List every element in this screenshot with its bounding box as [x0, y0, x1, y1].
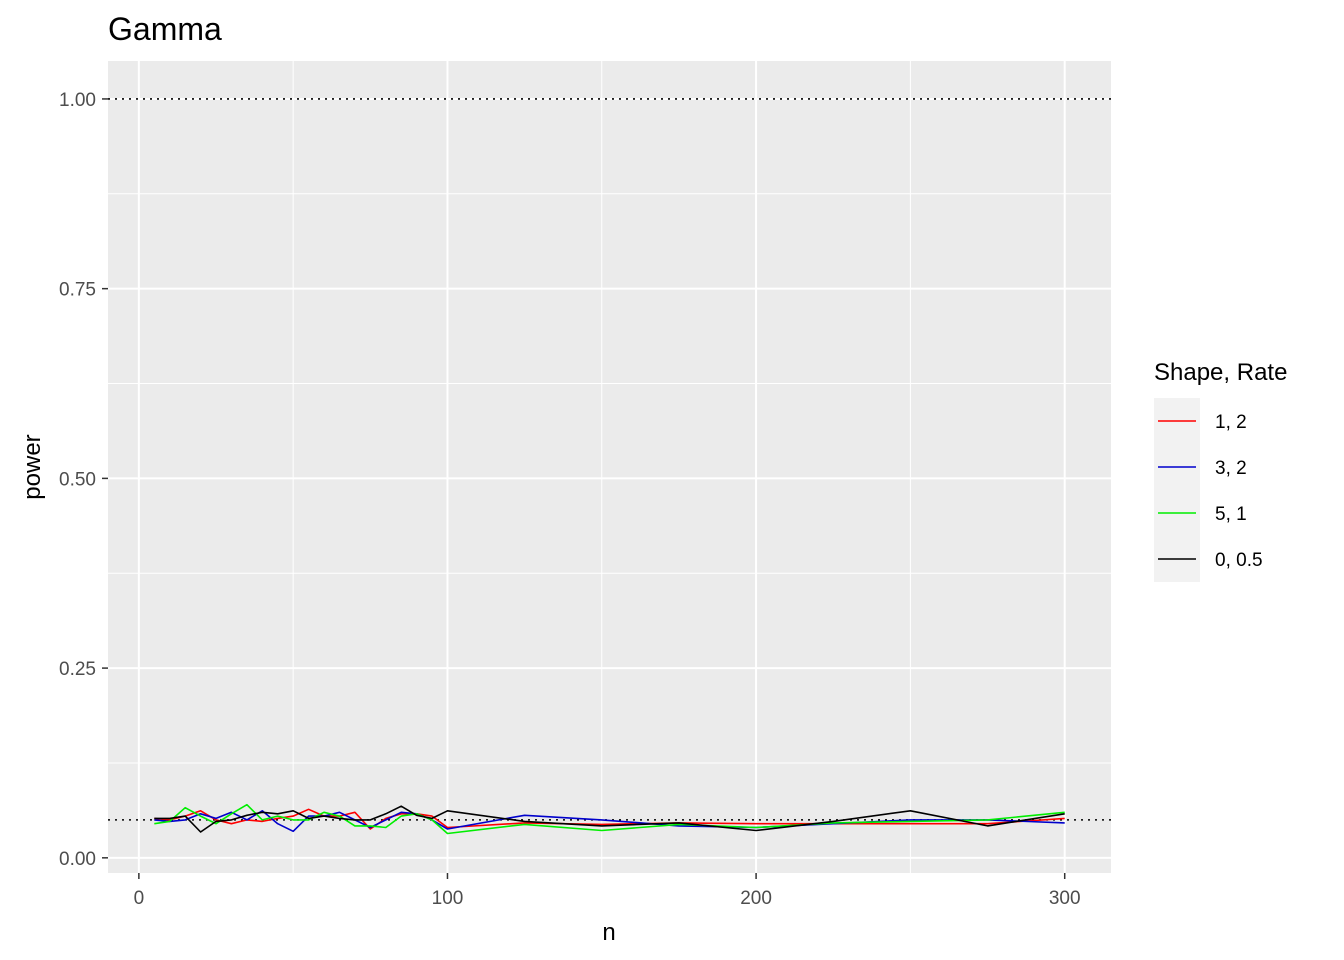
x-tick-label: 200 [740, 888, 772, 909]
plot-panel [108, 61, 1111, 873]
x-tick-label: 100 [432, 888, 464, 909]
y-tick-label: 0.75 [59, 280, 96, 301]
series-lines [154, 803, 1065, 835]
legend-items: 1, 2 3, 2 5, 1 0, 0.5 [1158, 412, 1263, 571]
chart-title: Gamma [108, 11, 222, 47]
legend-label: 0, 0.5 [1215, 550, 1263, 571]
x-tick-label: 0 [134, 888, 145, 909]
minor-gridlines [108, 61, 1111, 873]
y-axis-title: power [19, 434, 46, 499]
legend-title: Shape, Rate [1154, 359, 1287, 386]
y-axis: 0.00 0.25 0.50 0.75 1.00 [59, 90, 108, 870]
y-tick-label: 0.25 [59, 659, 96, 680]
legend-label: 1, 2 [1215, 412, 1247, 433]
legend-label: 5, 1 [1215, 504, 1247, 525]
legend: Shape, Rate 1, 2 3, 2 5, 1 0, 0.5 [1154, 359, 1287, 582]
x-axis-title: n [602, 919, 615, 946]
legend-label: 3, 2 [1215, 458, 1247, 479]
major-gridlines [108, 61, 1111, 873]
x-tick-label: 300 [1049, 888, 1081, 909]
y-tick-label: 0.50 [59, 469, 96, 490]
series-line [154, 805, 1065, 833]
y-tick-label: 0.00 [59, 849, 96, 870]
y-tick-label: 1.00 [59, 90, 96, 111]
x-axis: 0 100 200 300 [134, 873, 1081, 909]
legend-key-background [1154, 398, 1200, 582]
